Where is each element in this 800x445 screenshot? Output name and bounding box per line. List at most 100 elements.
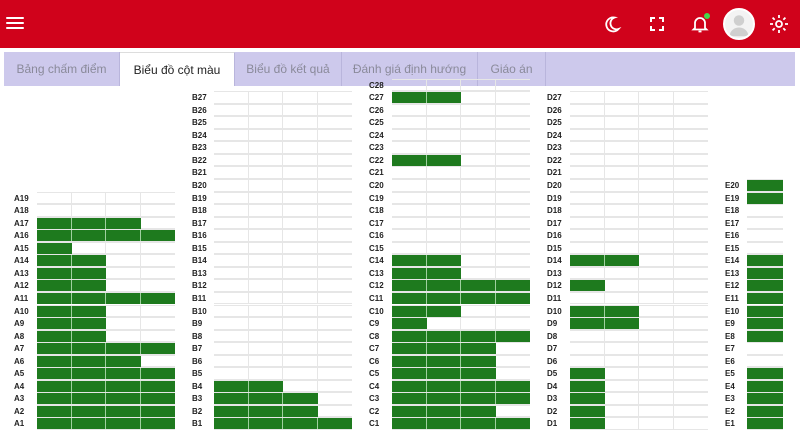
bar-fill — [214, 405, 318, 417]
tab-bang-cham-diem[interactable]: Bảng chấm điểm — [4, 52, 120, 86]
grid-row — [37, 354, 175, 368]
menu-icon[interactable] — [6, 14, 24, 34]
row-label: A7 — [14, 344, 25, 354]
grid-cell-divider — [247, 230, 249, 241]
grid-row — [214, 291, 352, 305]
grid-cell-divider — [247, 117, 249, 128]
bar-segment-divider — [425, 255, 427, 267]
grid-row — [214, 379, 352, 393]
row-label: B8 — [192, 331, 203, 341]
bar-segment-divider — [460, 330, 461, 342]
grid-cell-divider — [247, 217, 249, 229]
bar-segment-divider — [460, 343, 461, 355]
row-label: A9 — [14, 319, 25, 329]
row-label: C6 — [369, 356, 380, 366]
grid-cell-divider — [460, 192, 461, 204]
bar-fill — [570, 393, 605, 405]
bar-segment-divider — [282, 393, 283, 405]
row-label: A11 — [14, 293, 29, 303]
settings-icon[interactable] — [767, 12, 791, 36]
moon-icon[interactable] — [600, 12, 624, 36]
grid-row — [392, 103, 530, 117]
grid-row — [570, 141, 708, 154]
tab-danh-gia-dinh-huong[interactable]: Đánh giá định hướng — [342, 52, 478, 86]
bar-fill — [37, 405, 175, 417]
grid-row — [37, 342, 175, 355]
grid-cell-divider — [672, 255, 674, 266]
grid-cell-divider — [603, 167, 605, 178]
row-label: B9 — [192, 319, 203, 329]
grid-cell-divider — [638, 330, 639, 342]
row-label: D25 — [547, 118, 562, 128]
row-label: E10 — [725, 306, 740, 316]
row-label: E20 — [725, 181, 740, 190]
grid-cell-divider — [638, 242, 639, 254]
bar-fill — [747, 180, 783, 191]
bar-segment-divider — [460, 368, 461, 380]
grid-cell-divider — [316, 368, 318, 379]
bar-fill — [747, 393, 783, 405]
bar-segment-divider — [460, 380, 461, 392]
bar-segment-divider — [105, 418, 106, 430]
bar-segment-divider — [425, 280, 427, 292]
bar-fill — [747, 318, 783, 330]
grid-cell-divider — [316, 280, 318, 291]
row-label: D15 — [547, 243, 562, 253]
grid-row — [747, 304, 783, 317]
tab-giao-an[interactable]: Giáo án — [478, 52, 546, 86]
tab-bieu-do-cot-mau[interactable]: Biểu đồ cột màu — [120, 52, 235, 86]
row-label: B18 — [192, 206, 207, 216]
bar-segment-divider — [425, 355, 427, 367]
grid-cell-divider — [672, 405, 674, 417]
grid-cell-divider — [460, 242, 461, 254]
grid-cell-divider — [247, 104, 249, 116]
grid-row — [747, 229, 783, 242]
grid-cell-divider — [638, 205, 639, 216]
grid-cell-divider — [316, 167, 318, 178]
tab-bieu-do-ket-qua[interactable]: Biểu đồ kết quả — [235, 52, 342, 86]
bar-fill — [747, 280, 783, 292]
fullscreen-icon[interactable] — [645, 12, 669, 36]
user-avatar[interactable] — [723, 8, 755, 40]
row-label: D26 — [547, 105, 562, 115]
bar-fill — [747, 255, 783, 267]
row-label: E2 — [725, 406, 735, 416]
bar-fill — [570, 318, 639, 330]
grid-row — [214, 191, 352, 205]
grid-row — [37, 291, 175, 305]
grid-row — [747, 191, 783, 205]
row-label: C12 — [369, 281, 384, 291]
row-label: A17 — [14, 218, 29, 228]
bar-segment-divider — [105, 343, 106, 355]
row-label: B4 — [192, 381, 203, 391]
grid-cell-divider — [282, 280, 283, 291]
grid-cell-divider — [672, 318, 674, 329]
grid-row — [570, 329, 708, 343]
grid-cell-divider — [672, 92, 674, 103]
row-label: B21 — [192, 168, 207, 178]
grid-row — [570, 304, 708, 317]
grid-cell-divider — [425, 167, 427, 178]
bar-fill — [37, 217, 141, 229]
bar-fill — [392, 355, 496, 367]
row-label: D20 — [547, 181, 562, 190]
row-label: D6 — [547, 356, 558, 366]
row-label: A1 — [14, 419, 25, 429]
grid-row — [747, 404, 783, 418]
grid-row — [747, 266, 783, 280]
grid-row — [214, 141, 352, 154]
bar-segment-divider — [460, 393, 461, 405]
grid-cell-divider — [139, 255, 141, 266]
bell-icon[interactable] — [688, 12, 712, 36]
grid-cell-divider — [494, 267, 496, 279]
row-label: D18 — [547, 206, 562, 216]
bar-segment-divider — [316, 418, 318, 430]
grid-cell-divider — [460, 104, 461, 116]
bar-segment-divider — [425, 418, 427, 430]
bar-segment-divider — [139, 343, 141, 355]
bar-segment-divider — [70, 355, 72, 367]
grid-row — [214, 229, 352, 242]
grid-row — [214, 91, 352, 104]
grid-row — [570, 254, 708, 267]
grid-cell-divider — [672, 217, 674, 229]
